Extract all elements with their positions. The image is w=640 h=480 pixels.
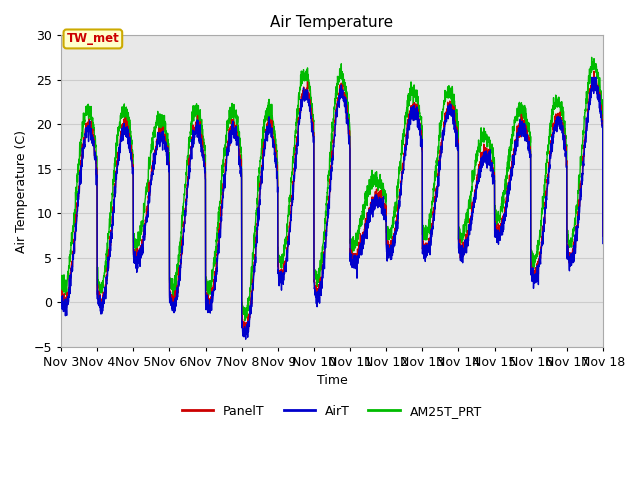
Legend: PanelT, AirT, AM25T_PRT: PanelT, AirT, AM25T_PRT [177,400,487,423]
Title: Air Temperature: Air Temperature [271,15,394,30]
Text: TW_met: TW_met [67,33,119,46]
Y-axis label: Air Temperature (C): Air Temperature (C) [15,130,28,252]
X-axis label: Time: Time [317,374,348,387]
